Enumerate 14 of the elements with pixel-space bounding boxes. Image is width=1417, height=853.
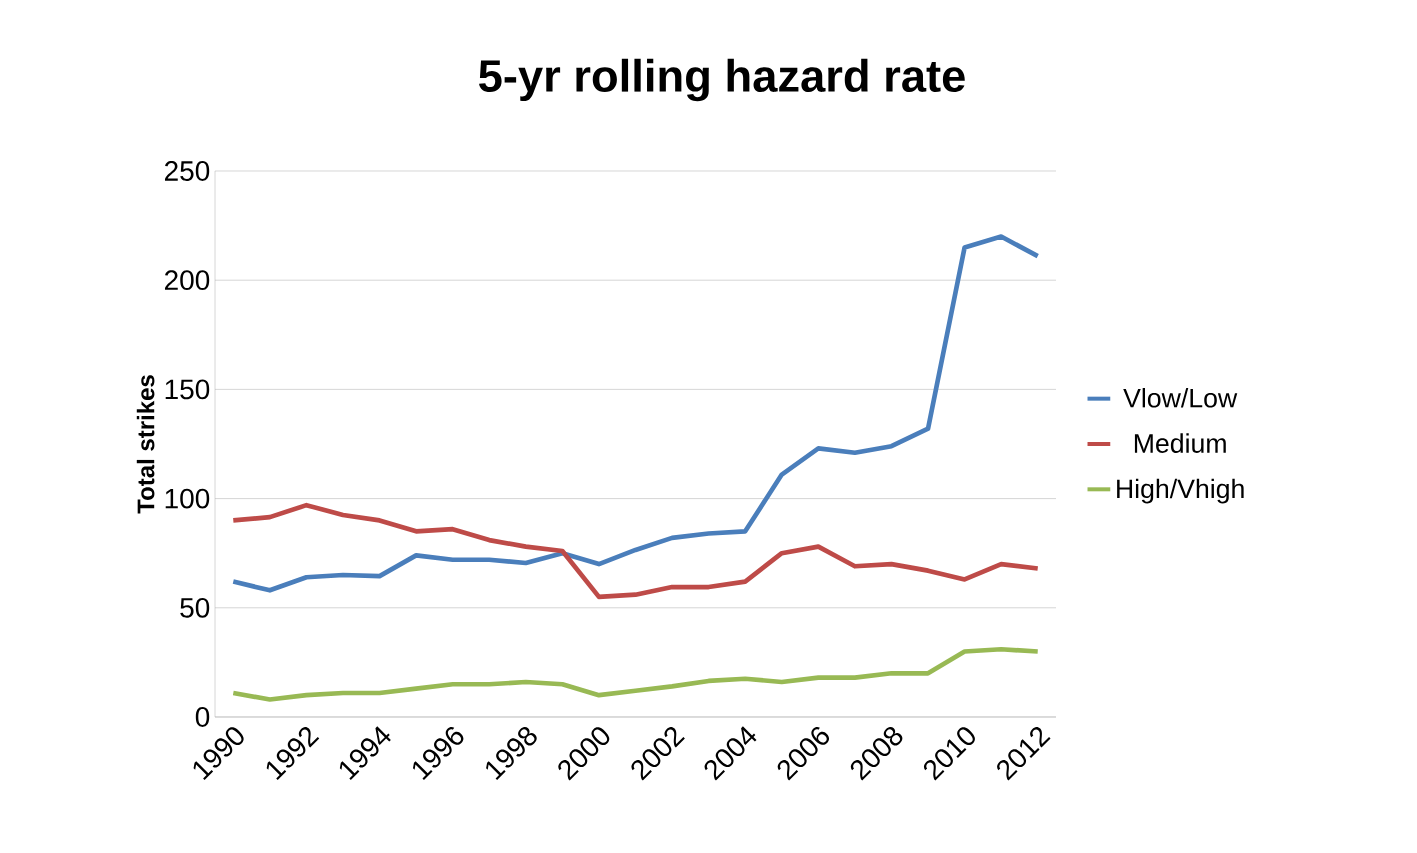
line-series <box>230 502 1041 600</box>
y-tick-label: 200 <box>164 270 210 291</box>
y-tick-label: 50 <box>180 597 210 618</box>
line-series <box>230 646 1041 702</box>
legend-label: Vlow/Low <box>1123 388 1238 408</box>
y-tick-label: 0 <box>195 707 210 727</box>
y-tick-label: 150 <box>165 379 210 400</box>
y-tick-label: 250 <box>164 161 210 181</box>
legend-label: Medium <box>1134 433 1226 453</box>
legend-label: High/Vhigh <box>1117 478 1244 504</box>
y-tick-label: 100 <box>165 488 210 509</box>
chart-title: 5-yr rolling hazard rate <box>479 58 965 102</box>
line-series <box>230 234 1041 593</box>
y-axis-title: Total strikes <box>136 375 155 514</box>
